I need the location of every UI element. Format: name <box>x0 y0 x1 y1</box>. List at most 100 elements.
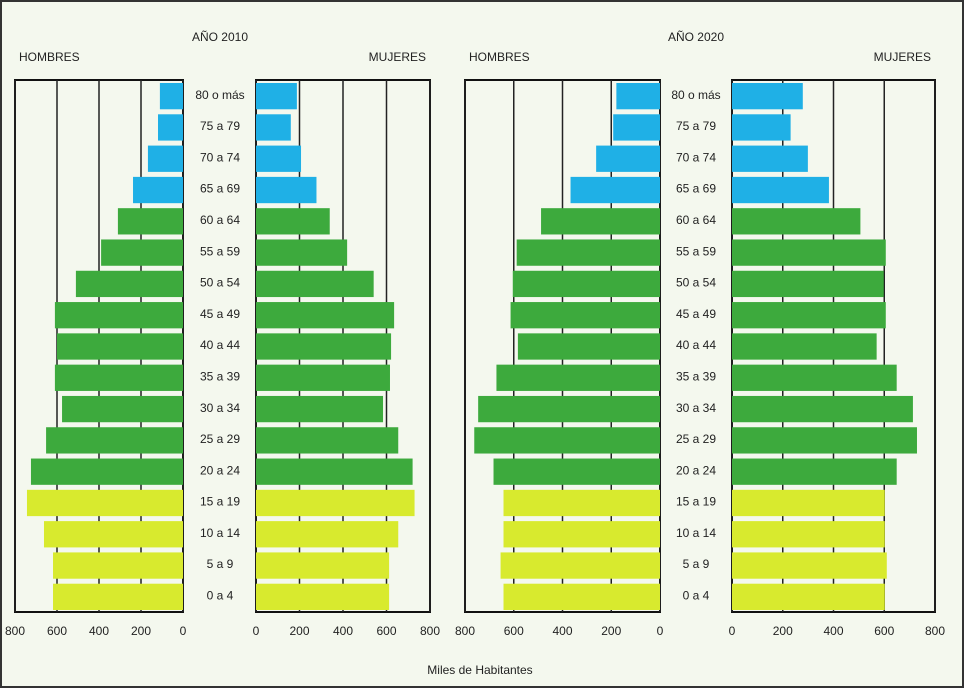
bar <box>256 333 392 360</box>
category-label: 30 a 34 <box>676 401 716 415</box>
x-tick-label: 200 <box>131 624 151 638</box>
legend-label: HOMBRES <box>19 50 80 64</box>
category-label: 55 a 59 <box>676 244 716 258</box>
bar <box>256 239 348 266</box>
bar <box>516 239 660 266</box>
x-tick-label: 600 <box>376 624 396 638</box>
category-label: 10 a 14 <box>676 526 716 540</box>
category-label: 20 a 24 <box>200 463 240 477</box>
bar <box>503 583 660 610</box>
category-label: 0 a 4 <box>683 589 710 603</box>
bar <box>732 302 886 329</box>
bar <box>256 302 395 329</box>
x-tick-label: 0 <box>729 624 736 638</box>
bar <box>256 114 291 141</box>
bar <box>478 395 660 423</box>
legend-label: MUJERES <box>369 50 426 64</box>
bar <box>496 364 660 391</box>
category-label: 25 a 29 <box>200 432 240 446</box>
bar <box>256 364 390 391</box>
x-axis-label: Miles de Habitantes <box>427 663 532 677</box>
bar <box>596 145 660 172</box>
bar <box>613 114 660 141</box>
bar <box>256 176 317 204</box>
bar <box>732 364 897 391</box>
bar <box>474 427 660 454</box>
category-label: 40 a 44 <box>200 338 240 352</box>
x-tick-label: 0 <box>180 624 187 638</box>
category-label: 55 a 59 <box>200 244 240 258</box>
category-label: 5 a 9 <box>683 557 710 571</box>
bar <box>503 521 660 548</box>
bar <box>732 239 886 266</box>
bar <box>256 427 399 454</box>
bar <box>732 458 897 485</box>
category-label: 75 a 79 <box>200 119 240 133</box>
category-label: 70 a 74 <box>200 150 240 164</box>
bar <box>256 145 302 172</box>
bar <box>101 239 183 266</box>
bar <box>732 427 917 454</box>
x-tick-label: 600 <box>874 624 894 638</box>
bar <box>256 521 399 548</box>
bar <box>62 395 183 423</box>
bar <box>30 458 184 485</box>
legend-label: HOMBRES <box>469 50 530 64</box>
category-label: 40 a 44 <box>676 338 716 352</box>
category-label: 0 a 4 <box>207 589 234 603</box>
bar <box>732 521 885 548</box>
category-label: 30 a 34 <box>200 401 240 415</box>
bar <box>541 208 660 235</box>
bar <box>26 489 183 517</box>
x-tick-label: 400 <box>552 624 572 638</box>
bar <box>147 145 183 172</box>
category-label: 70 a 74 <box>676 150 716 164</box>
bar <box>500 552 660 579</box>
bar <box>510 302 660 329</box>
category-label: 80 o más <box>671 88 720 102</box>
bar <box>570 176 660 204</box>
category-label: 45 a 49 <box>200 307 240 321</box>
bar <box>256 395 384 423</box>
bar <box>732 270 884 298</box>
bar <box>732 83 803 110</box>
category-label: 20 a 24 <box>676 463 716 477</box>
category-label: 15 a 19 <box>200 495 240 509</box>
x-tick-label: 800 <box>5 624 25 638</box>
bar <box>57 333 183 360</box>
bar <box>732 114 791 141</box>
bar <box>493 458 660 485</box>
bar <box>732 176 829 204</box>
legend-label: MUJERES <box>874 50 931 64</box>
category-label: 35 a 39 <box>200 369 240 383</box>
bar <box>732 208 861 235</box>
bar <box>512 270 660 298</box>
category-label: 15 a 19 <box>676 495 716 509</box>
bar <box>158 114 183 141</box>
bar <box>503 489 660 517</box>
bar <box>732 583 885 610</box>
category-label: 35 a 39 <box>676 369 716 383</box>
bar <box>732 145 808 172</box>
bar <box>54 302 184 329</box>
bar <box>256 208 330 235</box>
bar <box>53 552 184 579</box>
x-tick-label: 800 <box>420 624 440 638</box>
bar <box>43 521 184 548</box>
category-label: 60 a 64 <box>676 213 716 227</box>
category-label: 50 a 54 <box>676 276 716 290</box>
bar <box>133 176 183 204</box>
bar <box>256 583 390 610</box>
bar <box>256 270 374 298</box>
x-tick-label: 0 <box>657 624 664 638</box>
category-label: 50 a 54 <box>200 276 240 290</box>
chart-title: AÑO 2010 <box>192 30 248 44</box>
bar <box>159 83 183 110</box>
bar <box>732 489 885 517</box>
bar <box>117 208 183 235</box>
x-tick-label: 200 <box>289 624 309 638</box>
bar <box>256 552 390 579</box>
bar <box>256 458 413 485</box>
x-tick-label: 400 <box>333 624 353 638</box>
